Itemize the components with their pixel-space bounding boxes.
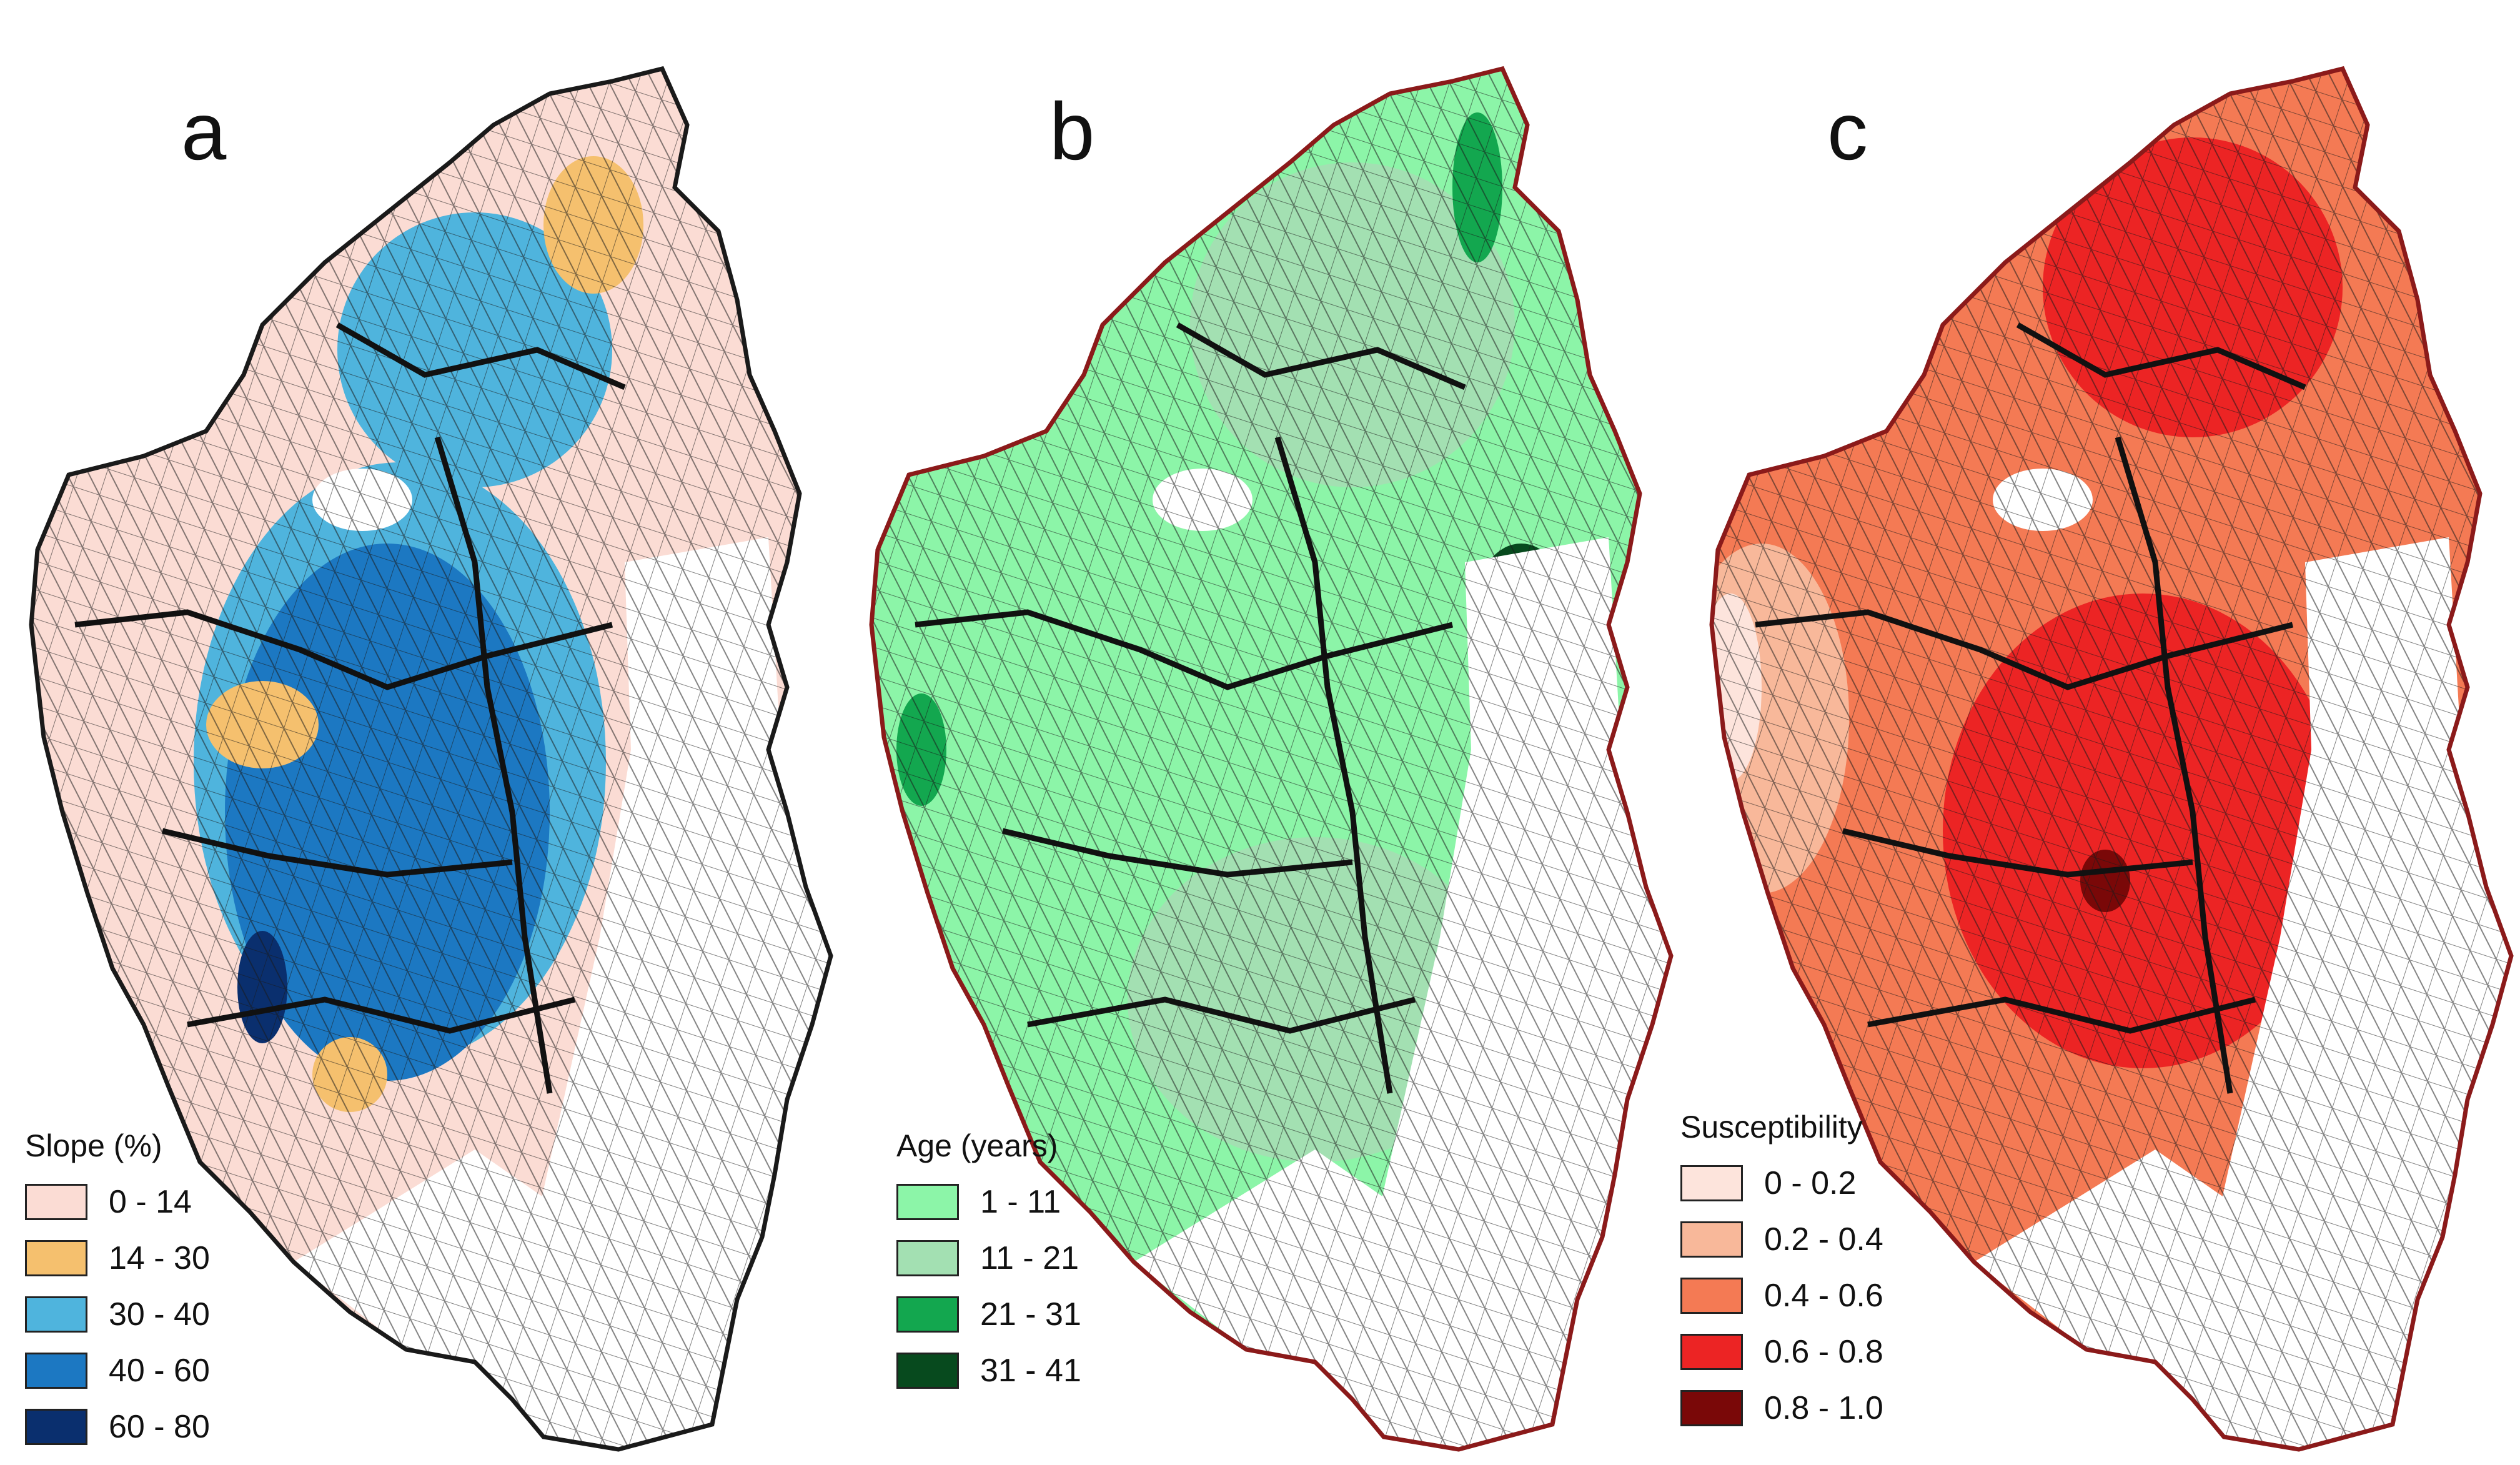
legend-item-0-14: 0 - 14 [25,1174,210,1230]
legend-label: 11 - 21 [980,1240,1079,1276]
panel-label-a: a [181,86,227,177]
legend-item-1-11: 1 - 11 [896,1174,1081,1230]
legend-label: 0 - 0.2 [1764,1165,1857,1201]
legend-label: 14 - 30 [109,1240,210,1276]
legend-swatch [25,1409,87,1445]
legend-item-0.2-0.4: 0.2 - 0.4 [1680,1211,1883,1268]
legend-item-0.4-0.6: 0.4 - 0.6 [1680,1268,1883,1324]
age-legend-title: Age (years) [896,1128,1058,1163]
panel-label-c: c [1827,86,1868,177]
legend-swatch [1680,1278,1743,1314]
legend-label: 40 - 60 [109,1353,210,1389]
legend-label: 31 - 41 [980,1353,1081,1389]
legend-swatch [896,1240,959,1276]
panel-slope: a Slope (%) 0 - 14 14 - 30 30 - 40 40 - … [0,0,840,1465]
legend-label: 60 - 80 [109,1409,210,1445]
legend-item-21-31: 21 - 31 [896,1286,1081,1343]
legend-item-31-41: 31 - 41 [896,1343,1081,1399]
age-river-network [915,322,1466,1094]
legend-swatch [1680,1334,1743,1370]
legend-item-11-21: 11 - 21 [896,1230,1081,1286]
legend-label: 0.4 - 0.6 [1764,1278,1883,1314]
age-map [840,0,1680,1465]
susceptibility-legend-title: Susceptibility [1680,1110,1863,1145]
slope-map [0,0,840,1465]
legend-swatch [896,1184,959,1220]
slope-river-network [74,322,626,1094]
susceptibility-legend: Susceptibility 0 - 0.2 0.2 - 0.4 0.4 - 0… [1680,1109,1883,1436]
legend-label: 30 - 40 [109,1296,210,1333]
legend-item-30-40: 30 - 40 [25,1286,210,1343]
susceptibility-river-network [1755,322,2306,1094]
legend-item-40-60: 40 - 60 [25,1343,210,1399]
legend-label: 0.2 - 0.4 [1764,1221,1883,1258]
legend-swatch [1680,1390,1743,1426]
legend-item-0.6-0.8: 0.6 - 0.8 [1680,1324,1883,1380]
legend-swatch [1680,1165,1743,1201]
legend-swatch [25,1184,87,1220]
panel-susceptibility: c Susceptibility 0 - 0.2 0.2 - 0.4 0.4 -… [1680,0,2520,1465]
legend-label: 21 - 31 [980,1296,1081,1333]
legend-item-14-30: 14 - 30 [25,1230,210,1286]
legend-item-0.8-1.0: 0.8 - 1.0 [1680,1380,1883,1436]
legend-swatch [896,1353,959,1389]
legend-swatch [25,1296,87,1333]
legend-swatch [25,1353,87,1389]
slope-legend: Slope (%) 0 - 14 14 - 30 30 - 40 40 - 60… [25,1128,210,1455]
legend-item-60-80: 60 - 80 [25,1399,210,1455]
slope-legend-title: Slope (%) [25,1128,162,1163]
panel-age: b Age (years) 1 - 11 11 - 21 21 - 31 31 … [840,0,1680,1465]
panel-label-b: b [1049,86,1095,177]
legend-swatch [1680,1221,1743,1258]
legend-label: 0.8 - 1.0 [1764,1390,1883,1426]
legend-swatch [896,1296,959,1333]
legend-label: 1 - 11 [980,1184,1061,1220]
legend-label: 0.6 - 0.8 [1764,1334,1883,1370]
legend-label: 0 - 14 [109,1184,192,1220]
legend-swatch [25,1240,87,1276]
age-legend: Age (years) 1 - 11 11 - 21 21 - 31 31 - … [896,1128,1081,1399]
susceptibility-map [1680,0,2520,1465]
legend-item-0-0.2: 0 - 0.2 [1680,1155,1883,1211]
